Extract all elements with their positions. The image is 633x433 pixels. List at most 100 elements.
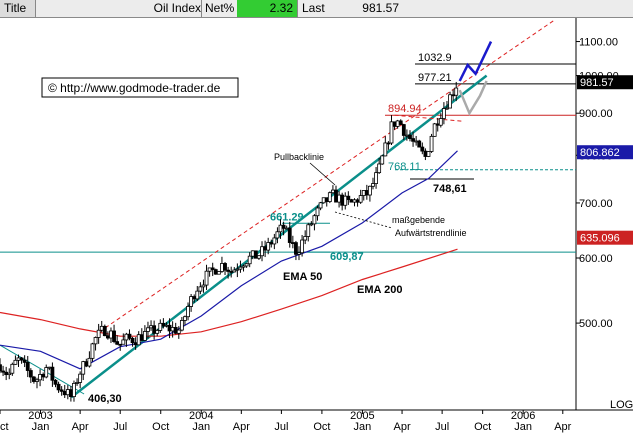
- candle-body: [213, 269, 218, 275]
- candle-body: [164, 324, 169, 327]
- candle-body: [232, 269, 237, 273]
- candle-body: [216, 271, 221, 275]
- candle-body: [201, 284, 206, 288]
- year-label: 2005: [350, 410, 374, 422]
- candle-body: [297, 252, 301, 255]
- x-tick-label: Oct: [313, 421, 330, 433]
- level-label: 609,87: [330, 251, 364, 263]
- candle-body: [398, 120, 403, 125]
- netpct-label: Net%: [201, 0, 237, 17]
- candle-body: [35, 379, 39, 382]
- candle-body: [420, 146, 425, 152]
- candle-body: [290, 242, 295, 244]
- candle-body: [343, 195, 348, 206]
- candle-body: [334, 189, 338, 203]
- candle-body: [318, 202, 323, 209]
- candle-body: [272, 237, 277, 245]
- candle-body: [327, 192, 332, 202]
- trendline: [99, 19, 556, 333]
- candle-body: [257, 255, 261, 259]
- candle-body: [226, 269, 231, 272]
- x-tick-label: Jan: [514, 421, 532, 433]
- candle-body: [68, 389, 73, 398]
- candle-body: [346, 195, 351, 201]
- candle-body: [414, 140, 419, 143]
- candle-body: [361, 190, 366, 196]
- candle-body: [380, 155, 385, 165]
- uptrend-label-1: maßgebende: [392, 215, 445, 225]
- candle-body: [368, 185, 372, 196]
- candle-body: [16, 357, 21, 361]
- uptrend-label-2: Aufwärtstrendlinie: [395, 228, 467, 238]
- candle-body: [161, 322, 166, 327]
- level-label: 894.94: [388, 103, 422, 115]
- candle-body: [28, 370, 33, 378]
- watermark-text: © http://www.godmode-trader.de: [48, 81, 221, 95]
- header-bar: Title Oil Index Net% 2.32 Last 981.57: [0, 0, 633, 18]
- candle-body: [112, 330, 116, 342]
- candle-body: [364, 190, 369, 196]
- ema50-label: EMA 50: [283, 271, 322, 283]
- candle-body: [392, 121, 397, 127]
- candle-body: [411, 138, 415, 142]
- candle-body: [207, 267, 212, 272]
- price-badge-label: 635.096: [580, 233, 620, 245]
- year-label: 2004: [189, 410, 213, 422]
- watermark-box: [41, 77, 239, 98]
- candle-body: [300, 239, 304, 254]
- candle-body: [386, 142, 391, 145]
- candle-body: [315, 207, 320, 217]
- candle-body: [192, 296, 197, 300]
- price-badge: [577, 230, 633, 245]
- candle-body: [371, 183, 375, 187]
- candle-body: [170, 327, 175, 332]
- corrective-scenario: [458, 80, 488, 116]
- candle-body: [220, 263, 224, 272]
- candle-body: [118, 343, 123, 346]
- candle-body: [241, 265, 246, 268]
- candle-body: [44, 367, 49, 378]
- candle-body: [102, 325, 107, 337]
- x-tick-label: Oct: [152, 421, 169, 433]
- candle-body: [121, 339, 126, 345]
- candle-body: [167, 324, 172, 332]
- candle-body: [62, 390, 67, 396]
- candle-body: [38, 374, 42, 381]
- candle-body: [133, 342, 138, 346]
- candle-body: [223, 263, 227, 271]
- candle-body: [441, 108, 446, 119]
- candle-body: [374, 172, 378, 184]
- candle-body: [247, 255, 252, 265]
- candle-body: [260, 246, 264, 257]
- candle-body: [53, 379, 58, 385]
- candle-body: [179, 320, 184, 331]
- price-badge-label: 981.57: [580, 77, 614, 89]
- candle-body: [32, 376, 36, 382]
- candle-body: [269, 242, 274, 245]
- candle-body: [189, 296, 194, 307]
- x-tick-label: Apr: [393, 421, 410, 433]
- candle-body: [13, 359, 18, 365]
- x-tick-label: Jul: [435, 421, 449, 433]
- candle-body: [454, 87, 459, 96]
- year-label: 2003: [28, 410, 52, 422]
- candle-body: [253, 250, 258, 259]
- price-badge: [577, 75, 633, 90]
- candle-body: [115, 341, 120, 345]
- candle-body: [7, 372, 12, 376]
- y-tick-label: 700.00: [579, 198, 613, 210]
- candle-body: [198, 286, 203, 292]
- candle-body: [146, 327, 150, 332]
- title-tab[interactable]: Title: [0, 0, 36, 17]
- candle-body: [238, 266, 243, 270]
- candle-body: [352, 199, 357, 203]
- candle-body: [408, 134, 412, 139]
- candle-body: [186, 306, 190, 318]
- price-badge: [577, 145, 633, 160]
- log-scale-label: LOG: [610, 399, 633, 411]
- candle-body: [25, 362, 30, 371]
- candle-body: [404, 134, 409, 137]
- candle-body: [204, 270, 209, 286]
- bullish-scenario: [458, 41, 493, 82]
- candle-body: [127, 333, 132, 339]
